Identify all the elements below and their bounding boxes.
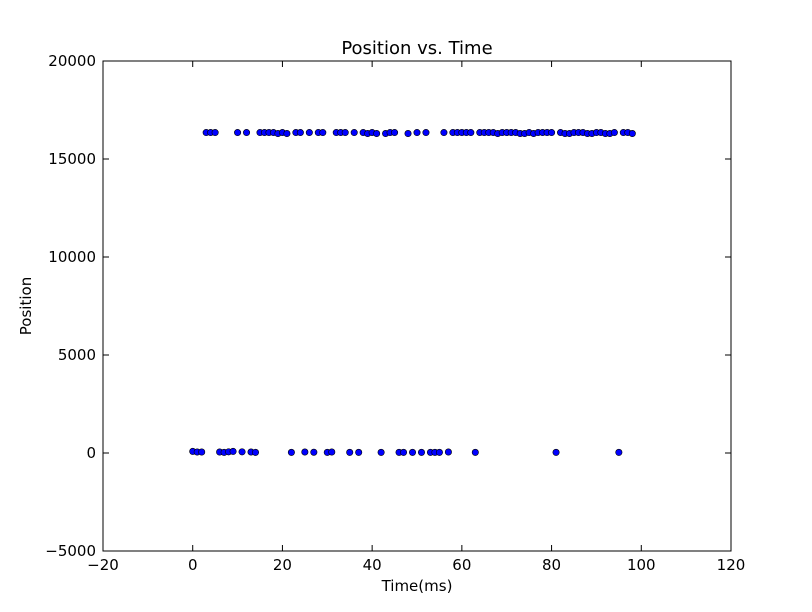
- scatter-point: [238, 448, 246, 456]
- scatter-point: [377, 448, 385, 456]
- scatter-point: [328, 448, 336, 456]
- ticks-layer: −20 0 20 40 60 80 100 120 −5000 0 5000 10000 15000 20…: [45, 52, 745, 574]
- x-tick-label: 80: [542, 556, 561, 574]
- y-tick-label: 15000: [48, 150, 96, 168]
- scatter-point: [243, 129, 251, 137]
- scatter-point: [198, 448, 206, 456]
- scatter-point: [305, 129, 313, 137]
- scatter-point: [229, 447, 237, 455]
- scatter-point: [628, 130, 636, 138]
- scatter-point: [346, 448, 354, 456]
- x-tick-label: 100: [627, 556, 656, 574]
- x-tick-label: −20: [87, 556, 119, 574]
- scatter-point: [234, 129, 242, 137]
- scatter-point: [350, 129, 358, 137]
- plot-frame: [102, 60, 732, 552]
- scatter-point: [252, 448, 260, 456]
- scatter-point: [409, 448, 417, 456]
- scatter-point: [400, 448, 408, 456]
- chart-title: Position vs. Time: [341, 38, 492, 59]
- scatter-point: [471, 448, 479, 456]
- scatter-point: [440, 129, 448, 137]
- x-tick-label: 0: [188, 556, 198, 574]
- scatter-point: [301, 448, 309, 456]
- scatter-point: [422, 129, 430, 137]
- marks-layer: [189, 129, 636, 456]
- scatter-point: [373, 130, 381, 138]
- y-tick-label: 0: [86, 444, 96, 462]
- scatter-point: [615, 448, 623, 456]
- scatter-point: [552, 448, 560, 456]
- scatter-point: [211, 129, 219, 137]
- scatter-point: [341, 129, 349, 137]
- scatter-point: [391, 129, 399, 137]
- scatter-point: [413, 129, 421, 137]
- x-tick-label: 120: [717, 556, 746, 574]
- x-tick-label: 60: [452, 556, 471, 574]
- scatter-point: [296, 129, 304, 137]
- scatter-point: [283, 130, 291, 138]
- scatter-point: [319, 129, 327, 137]
- y-tick-label: 5000: [58, 346, 96, 364]
- x-tick-label: 20: [273, 556, 292, 574]
- scatter-point: [610, 129, 618, 137]
- scatter-point: [404, 130, 412, 138]
- x-axis-label: Time(ms): [381, 577, 453, 595]
- scatter-point: [287, 448, 295, 456]
- scatter-point: [435, 448, 443, 456]
- y-tick-label: 20000: [48, 52, 96, 70]
- scatter-point: [467, 129, 475, 137]
- y-tick-label: 10000: [48, 248, 96, 266]
- y-tick-label: −5000: [45, 542, 96, 560]
- scatter-point: [310, 448, 318, 456]
- scatter-point: [444, 448, 452, 456]
- scatter-point: [417, 448, 425, 456]
- scatter-point: [548, 129, 556, 137]
- scatter-point: [355, 448, 363, 456]
- x-tick-label: 40: [363, 556, 382, 574]
- y-axis-label: Position: [17, 277, 35, 335]
